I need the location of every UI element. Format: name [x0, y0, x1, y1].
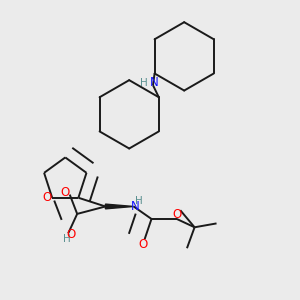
Text: O: O — [61, 186, 70, 199]
Text: N: N — [131, 200, 140, 213]
Text: H: H — [140, 78, 148, 88]
Text: O: O — [42, 191, 52, 204]
Text: O: O — [66, 228, 75, 241]
Text: O: O — [139, 238, 148, 251]
Text: H: H — [135, 196, 143, 206]
Polygon shape — [105, 204, 134, 209]
Text: O: O — [172, 208, 182, 221]
Text: N: N — [150, 76, 159, 89]
Text: H: H — [63, 234, 71, 244]
